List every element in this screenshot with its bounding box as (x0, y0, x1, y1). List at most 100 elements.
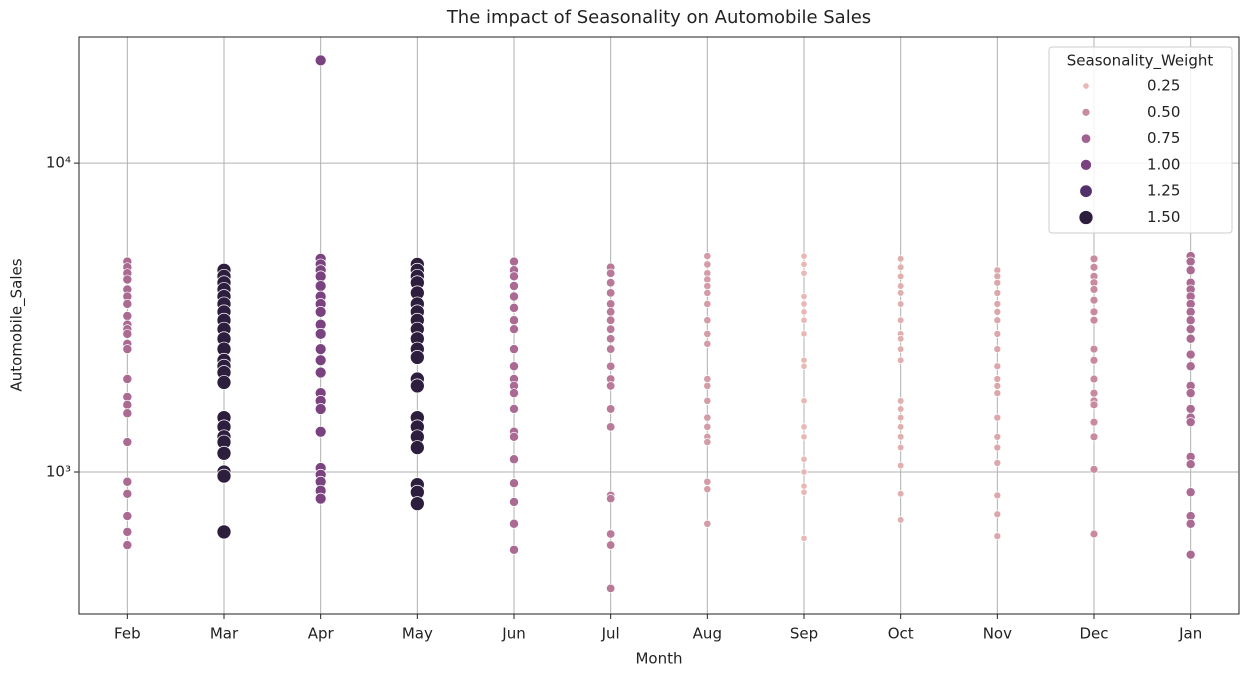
point (993, 362, 1002, 371)
point (703, 375, 712, 384)
point (896, 335, 905, 343)
point (606, 361, 616, 371)
point (606, 540, 616, 550)
point (993, 491, 1002, 500)
legend-title: Seasonality_Weight (1067, 52, 1214, 71)
point (703, 282, 712, 291)
point (703, 438, 712, 447)
point (896, 405, 905, 413)
point (896, 282, 905, 290)
point (1185, 549, 1196, 560)
x-tick-label: May (402, 625, 433, 643)
point (409, 440, 425, 455)
point (509, 518, 519, 529)
point (1089, 254, 1099, 264)
point (993, 382, 1002, 390)
point (993, 272, 1002, 281)
point (606, 307, 616, 317)
point (896, 356, 905, 364)
point (800, 534, 808, 542)
point (122, 344, 133, 355)
x-tick-label: Oct (888, 625, 914, 643)
point (509, 544, 519, 555)
point (606, 344, 616, 354)
x-tick-label: Jul (601, 625, 620, 643)
point (606, 299, 616, 309)
point (1185, 324, 1196, 335)
point (896, 272, 905, 281)
point (800, 482, 808, 490)
point (314, 280, 327, 292)
point (993, 307, 1002, 316)
chart-title: The impact of Seasonality on Automobile … (446, 7, 871, 28)
point (1089, 388, 1099, 398)
point (800, 300, 808, 308)
y-axis-label: Automobile_Sales (8, 258, 27, 391)
point (1185, 333, 1196, 344)
point (509, 291, 519, 302)
point (896, 397, 905, 405)
point (896, 413, 905, 422)
point (122, 526, 133, 537)
point (122, 328, 133, 339)
point (1185, 306, 1196, 317)
point (1089, 400, 1099, 410)
y-tick-label: 10³ (46, 463, 71, 481)
point (1089, 465, 1099, 474)
point (509, 302, 519, 313)
point (703, 299, 712, 308)
point (896, 490, 905, 498)
point (800, 292, 808, 301)
legend-marker (1079, 184, 1093, 198)
point (1089, 417, 1099, 427)
point (314, 54, 327, 67)
point (1089, 295, 1099, 305)
point (1185, 459, 1196, 470)
point (703, 381, 712, 390)
point (409, 496, 425, 511)
legend-box (1048, 46, 1233, 234)
x-tick-label: Jun (501, 625, 525, 643)
point (703, 396, 712, 405)
point (703, 316, 712, 325)
point (993, 443, 1002, 452)
point (122, 274, 133, 285)
point (314, 306, 327, 318)
point (993, 432, 1002, 441)
point (216, 375, 232, 390)
point (216, 468, 232, 484)
point (993, 316, 1002, 325)
point (509, 281, 519, 291)
point (993, 345, 1002, 353)
point (703, 477, 712, 486)
point (314, 354, 327, 367)
point (993, 300, 1002, 308)
point (703, 413, 712, 422)
point (1185, 361, 1196, 372)
point (409, 378, 425, 394)
legend-label: 1.00 (1147, 155, 1180, 173)
point (606, 268, 616, 278)
point (703, 288, 712, 297)
legend-marker (1080, 159, 1092, 171)
point (509, 431, 519, 442)
point (993, 510, 1002, 519)
point (1089, 529, 1099, 539)
x-tick-label: Jan (1178, 625, 1202, 643)
point (509, 315, 519, 326)
point (314, 343, 327, 355)
point (509, 344, 519, 355)
point (314, 425, 327, 438)
point (122, 488, 133, 499)
point (1185, 404, 1196, 414)
point (509, 497, 519, 507)
point (606, 422, 616, 432)
legend-label: 0.75 (1147, 129, 1180, 147)
point (896, 316, 905, 324)
x-tick-label: Nov (983, 625, 1012, 643)
point (1185, 417, 1196, 428)
point (122, 311, 133, 321)
legend-label: 1.25 (1147, 182, 1180, 200)
point (800, 252, 808, 260)
point (216, 445, 232, 461)
